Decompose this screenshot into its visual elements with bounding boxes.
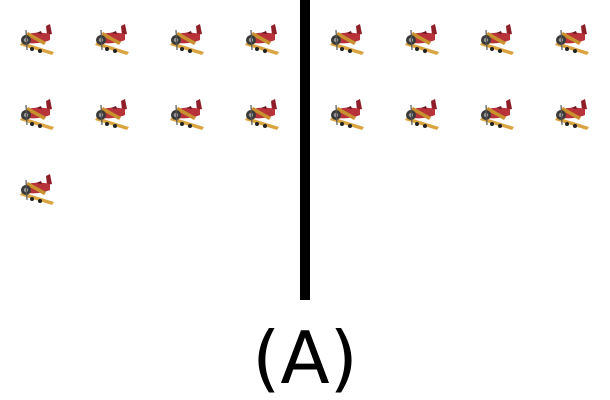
toy-airplane-icon: [16, 172, 56, 208]
toy-airplane-icon: [326, 97, 366, 133]
toy-airplane-icon: [476, 22, 516, 58]
right-plane-group: [310, 0, 610, 300]
toy-airplane-icon: [551, 97, 591, 133]
toy-airplane-icon: [401, 97, 441, 133]
toy-airplane-icon: [16, 97, 56, 133]
toy-airplane-icon: [326, 22, 366, 58]
caption-label: (A): [252, 316, 358, 400]
toy-airplane-icon: [241, 97, 281, 133]
toy-airplane-icon: [166, 22, 206, 58]
toy-airplane-icon: [241, 22, 281, 58]
toy-airplane-icon: [166, 97, 206, 133]
toy-airplane-icon: [476, 97, 516, 133]
toy-airplane-icon: [551, 22, 591, 58]
toy-airplane-icon: [91, 22, 131, 58]
left-plane-group: [0, 0, 300, 300]
center-divider: [300, 0, 310, 300]
toy-airplane-icon: [16, 22, 56, 58]
toy-airplane-icon: [91, 97, 131, 133]
toy-airplane-icon: [401, 22, 441, 58]
